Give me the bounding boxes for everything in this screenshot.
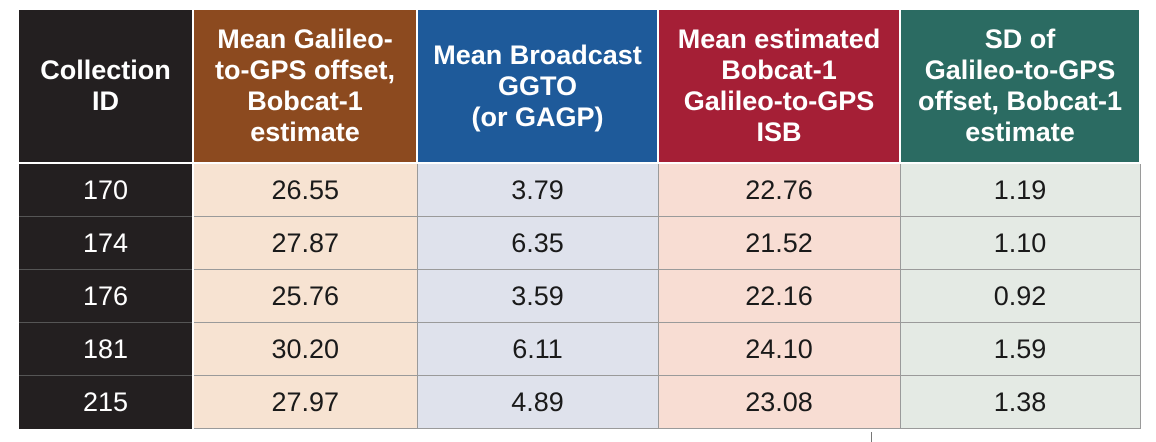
- header-sd-galileo-to-gps-offset: SD of Galileo-to-GPS offset, Bobcat-1 estim…: [900, 10, 1141, 163]
- data-table: Collection ID Mean Galileo-to-GPS offset,…: [19, 10, 1141, 429]
- broadcast-ggto-cell: 3.79: [417, 162, 659, 217]
- header-mean-estimated-isb: Mean estimated Bobcat-1 Galileo-to-GPS ISB: [658, 10, 901, 163]
- header-mean-galileo-to-gps-offset: Mean Galileo-to-GPS offset, Bobcat-1 estim…: [193, 10, 418, 163]
- header-row: Collection ID Mean Galileo-to-GPS offset,…: [19, 10, 1141, 163]
- sd-offset-cell: 1.10: [900, 216, 1141, 270]
- header-collection-id: Collection ID: [19, 10, 194, 163]
- estimated-isb-cell: 22.76: [658, 162, 901, 217]
- collection-id-cell: 170: [19, 162, 194, 217]
- broadcast-ggto-cell: 4.89: [417, 375, 659, 429]
- broadcast-ggto-cell: 3.59: [417, 269, 659, 323]
- collection-id-cell: 215: [19, 375, 194, 429]
- broadcast-ggto-cell: 6.35: [417, 216, 659, 270]
- collection-id-cell: 174: [19, 216, 194, 270]
- stray-tick-mark: [871, 432, 872, 442]
- sd-offset-cell: 1.59: [900, 322, 1141, 376]
- estimated-isb-cell: 23.08: [658, 375, 901, 429]
- collection-id-cell: 176: [19, 269, 194, 323]
- collection-id-cell: 181: [19, 322, 194, 376]
- table-row: 176 25.76 3.59 22.16 0.92: [19, 269, 1141, 323]
- sd-offset-cell: 1.38: [900, 375, 1141, 429]
- estimated-isb-cell: 21.52: [658, 216, 901, 270]
- table-row: 174 27.87 6.35 21.52 1.10: [19, 216, 1141, 270]
- mean-offset-cell: 30.20: [193, 322, 418, 376]
- estimated-isb-cell: 22.16: [658, 269, 901, 323]
- header-mean-broadcast-ggto: Mean Broadcast GGTO (or GAGP): [417, 10, 659, 163]
- data-table-container: Collection ID Mean Galileo-to-GPS offset,…: [19, 10, 1141, 429]
- estimated-isb-cell: 24.10: [658, 322, 901, 376]
- broadcast-ggto-cell: 6.11: [417, 322, 659, 376]
- sd-offset-cell: 0.92: [900, 269, 1141, 323]
- mean-offset-cell: 27.97: [193, 375, 418, 429]
- mean-offset-cell: 25.76: [193, 269, 418, 323]
- mean-offset-cell: 26.55: [193, 162, 418, 217]
- table-row: 170 26.55 3.79 22.76 1.19: [19, 162, 1141, 217]
- table-row: 181 30.20 6.11 24.10 1.59: [19, 322, 1141, 376]
- table-row: 215 27.97 4.89 23.08 1.38: [19, 375, 1141, 429]
- mean-offset-cell: 27.87: [193, 216, 418, 270]
- sd-offset-cell: 1.19: [900, 162, 1141, 217]
